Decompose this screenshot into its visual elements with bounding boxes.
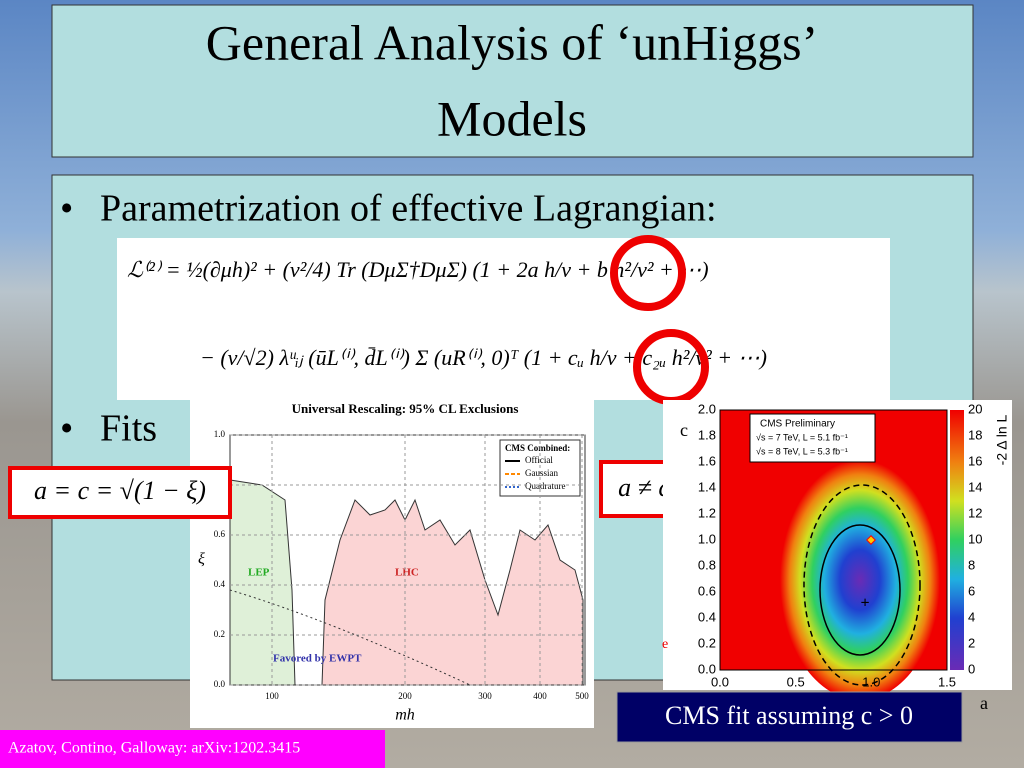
region-label: LEP [248, 567, 270, 579]
contour [803, 484, 921, 686]
plot-title: Universal Rescaling: 95% CL Exclusions [292, 401, 519, 416]
x-axis-label: a [980, 693, 988, 713]
z-tick-label: 18 [968, 427, 982, 442]
x-tick-label: 200 [398, 691, 412, 701]
x-tick-label: 500 [575, 691, 589, 701]
y-tick-label: 0.0 [698, 661, 716, 676]
contour [819, 524, 901, 656]
y-tick-label: 0.4 [698, 609, 716, 624]
bullet-text: Parametrization of effective Lagrangian: [100, 188, 717, 230]
relation: a = c = √(1 − ξ) [34, 476, 206, 505]
z-axis-label: -2 Δ ln L [994, 414, 1010, 465]
bullet-text: Fits [100, 408, 157, 450]
bullet: • [60, 408, 73, 450]
equation-box [117, 238, 890, 400]
y-axis-label: c [680, 420, 688, 440]
legend-label: Quadrature [525, 481, 565, 491]
z-tick-label: 2 [968, 635, 975, 650]
z-tick-label: 20 [968, 401, 982, 416]
x-tick-label: 1.0 [862, 674, 880, 689]
z-tick-label: 10 [968, 531, 982, 546]
caption: CMS fit assuming c > 0 [665, 701, 913, 730]
citation-box [0, 730, 385, 768]
highlight-circle [610, 235, 686, 311]
y-tick-label: 1.4 [698, 479, 716, 494]
citation: Azatov, Contino, Galloway: arXiv:1202.34… [8, 740, 300, 757]
y-tick-label: 0.8 [698, 557, 716, 572]
bullet: • [60, 188, 73, 230]
ewpt-curve [229, 589, 471, 686]
region-label: LHC [395, 567, 419, 579]
x-tick-label: 300 [478, 691, 492, 701]
title: Models [437, 90, 587, 146]
z-tick-label: 0 [968, 661, 975, 676]
z-tick-label: 16 [968, 453, 982, 468]
y-tick-label: 0.2 [698, 635, 716, 650]
y-tick-label: 2.0 [698, 401, 716, 416]
x-tick-label: 1.5 [938, 674, 956, 689]
region-label: Favored by EWPT [273, 653, 362, 665]
x-tick-label: 100 [265, 691, 279, 701]
relation-box [8, 466, 232, 519]
caption-box [616, 691, 963, 743]
x-tick-label: 0.0 [711, 674, 729, 689]
y-tick-label: 1.8 [698, 427, 716, 442]
heatmap-blob [780, 460, 940, 700]
fragment: e [662, 637, 668, 652]
legend-label: Official [525, 455, 553, 465]
y-tick-label: 0.4 [214, 579, 226, 589]
plot-frame [229, 434, 586, 686]
sm-point [866, 535, 876, 545]
y-tick-label: 1.0 [214, 429, 226, 439]
y-axis-label: ξ [198, 551, 205, 568]
y-tick-label: 0.2 [214, 629, 225, 639]
z-tick-label: 4 [968, 609, 975, 624]
z-tick-label: 12 [968, 505, 982, 520]
title-box [51, 4, 974, 158]
x-axis-label: mh [395, 707, 415, 724]
best-fit: + [860, 595, 869, 612]
plot-frame [719, 409, 948, 671]
y-tick-label: 1.2 [698, 505, 716, 520]
y-tick-label: 0.0 [214, 679, 226, 689]
y-tick-label: 1.0 [698, 531, 716, 546]
inequality: a ≠ c [618, 473, 670, 502]
z-tick-label: 14 [968, 479, 982, 494]
legend-label: Gaussian [525, 468, 558, 478]
x-tick-label: 400 [533, 691, 547, 701]
y-tick-label: 1.6 [698, 453, 716, 468]
plot-note: √s = 8 TeV, L = 5.3 fb⁻¹ [756, 446, 848, 456]
lhc-region [321, 498, 584, 686]
equation: − (v/√2) λᵘᵢⱼ (ūL⁽ⁱ⁾, d̄L⁽ⁱ⁾) Σ (uR⁽ⁱ⁾, … [200, 345, 767, 370]
legend-title: CMS Combined: [505, 443, 570, 453]
plot-legend [749, 413, 876, 463]
color-bar [950, 410, 964, 670]
y-tick-label: 0.6 [214, 529, 226, 539]
title: General Analysis of ‘unHiggs’ [206, 14, 818, 70]
y-tick-label: 0.6 [698, 583, 716, 598]
plot-note: √s = 7 TeV, L = 5.1 fb⁻¹ [756, 432, 848, 442]
plot-header: CMS Preliminary [760, 419, 835, 430]
equation: ℒ⁽²⁾ = ½(∂μh)² + (v²/4) Tr (DμΣ†DμΣ) (1 … [127, 257, 709, 282]
z-tick-label: 8 [968, 557, 975, 572]
z-tick-label: 6 [968, 583, 975, 598]
x-tick-label: 0.5 [787, 674, 805, 689]
